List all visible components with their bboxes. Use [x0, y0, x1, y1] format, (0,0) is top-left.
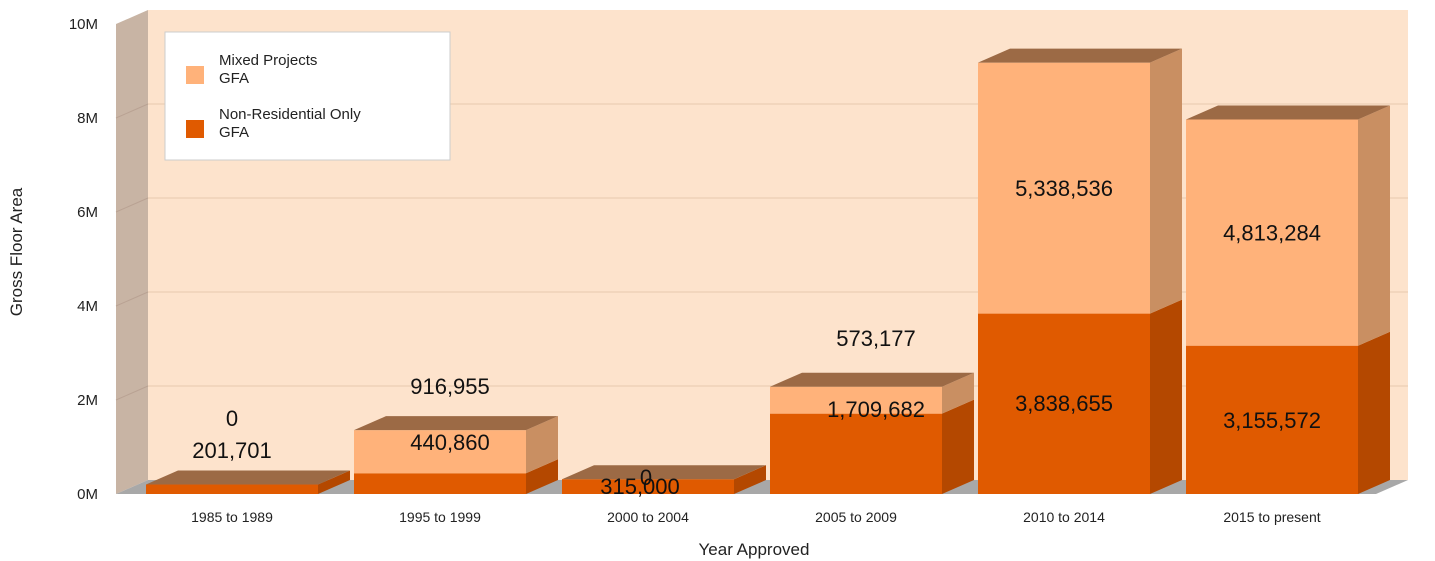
data-label-nonresidential: 3,838,655	[1015, 391, 1113, 416]
y-axis-title: Gross Floor Area	[7, 187, 26, 316]
x-tick-label: 1985 to 1989	[191, 509, 273, 525]
bar-segment-nonresidential-side	[318, 470, 350, 494]
gridline-side	[115, 103, 149, 119]
bar-segment-nonresidential	[146, 484, 318, 494]
plot-side-wall	[116, 10, 148, 494]
y-tick-label: 10M	[69, 16, 98, 33]
legend-label: GFA	[219, 124, 249, 141]
data-label-nonresidential: 315,000	[600, 474, 680, 499]
bar-segment-mixed-side	[942, 372, 974, 414]
gridline-side	[115, 385, 149, 401]
y-tick-label: 4M	[77, 298, 98, 315]
x-tick-label: 2005 to 2009	[815, 509, 897, 525]
data-label-mixed: 0	[226, 406, 238, 431]
data-label-mixed: 573,177	[836, 326, 916, 351]
x-axis-title: Year Approved	[699, 540, 810, 559]
data-label-nonresidential: 201,701	[192, 438, 272, 463]
data-label-mixed: 5,338,536	[1015, 176, 1113, 201]
data-label-nonresidential: 440,860	[410, 430, 490, 455]
bar-top	[770, 372, 974, 387]
bar-segment-nonresidential	[978, 313, 1150, 494]
bar-top	[978, 48, 1182, 63]
legend-label: Non-Residential Only	[219, 106, 361, 123]
data-label-nonresidential: 3,155,572	[1223, 408, 1321, 433]
bar-segment-mixed-side	[1358, 105, 1390, 346]
bar-segment-nonresidential	[770, 413, 942, 494]
x-tick-label: 2015 to present	[1223, 509, 1320, 525]
bar-segment-nonresidential	[1186, 345, 1358, 494]
bar-segment-mixed	[1186, 119, 1358, 346]
bar-segment-nonresidential-side	[942, 399, 974, 494]
y-tick-label: 8M	[77, 110, 98, 127]
data-label-nonresidential: 1,709,682	[827, 397, 925, 422]
y-tick-label: 0M	[77, 486, 98, 503]
data-label-mixed: 0	[640, 465, 652, 490]
data-label-mixed: 4,813,284	[1223, 221, 1321, 246]
legend-label: GFA	[219, 70, 249, 87]
bar-segment-mixed	[354, 430, 526, 474]
bar-segment-nonresidential	[562, 479, 734, 494]
y-tick-label: 2M	[77, 392, 98, 409]
y-tick-label: 6M	[77, 204, 98, 221]
gridline-side	[115, 197, 149, 213]
legend-swatch	[186, 120, 204, 138]
gridline-side	[115, 291, 149, 307]
x-tick-label: 2010 to 2014	[1023, 509, 1105, 525]
bar-segment-nonresidential-side	[526, 459, 558, 494]
bar-segment-nonresidential-side	[1358, 331, 1390, 494]
bar-top	[1186, 105, 1390, 120]
bar-segment-mixed	[978, 62, 1150, 314]
legend-swatch	[186, 66, 204, 84]
legend-label: Mixed Projects	[219, 52, 317, 69]
x-tick-label: 2000 to 2004	[607, 509, 689, 525]
x-tick-label: 1995 to 1999	[399, 509, 481, 525]
bar-top	[146, 470, 350, 485]
legend-box	[164, 31, 451, 161]
data-label-mixed: 916,955	[410, 374, 490, 399]
bar-top	[562, 465, 766, 480]
bar-top	[354, 416, 558, 431]
bar-segment-mixed-side	[1150, 48, 1182, 314]
bar-segment-nonresidential-side	[1150, 299, 1182, 494]
bar-segment-mixed-side	[526, 416, 558, 474]
bar-segment-mixed	[770, 386, 942, 414]
bar-segment-nonresidential	[354, 473, 526, 494]
bar-segment-nonresidential-side	[734, 465, 766, 494]
